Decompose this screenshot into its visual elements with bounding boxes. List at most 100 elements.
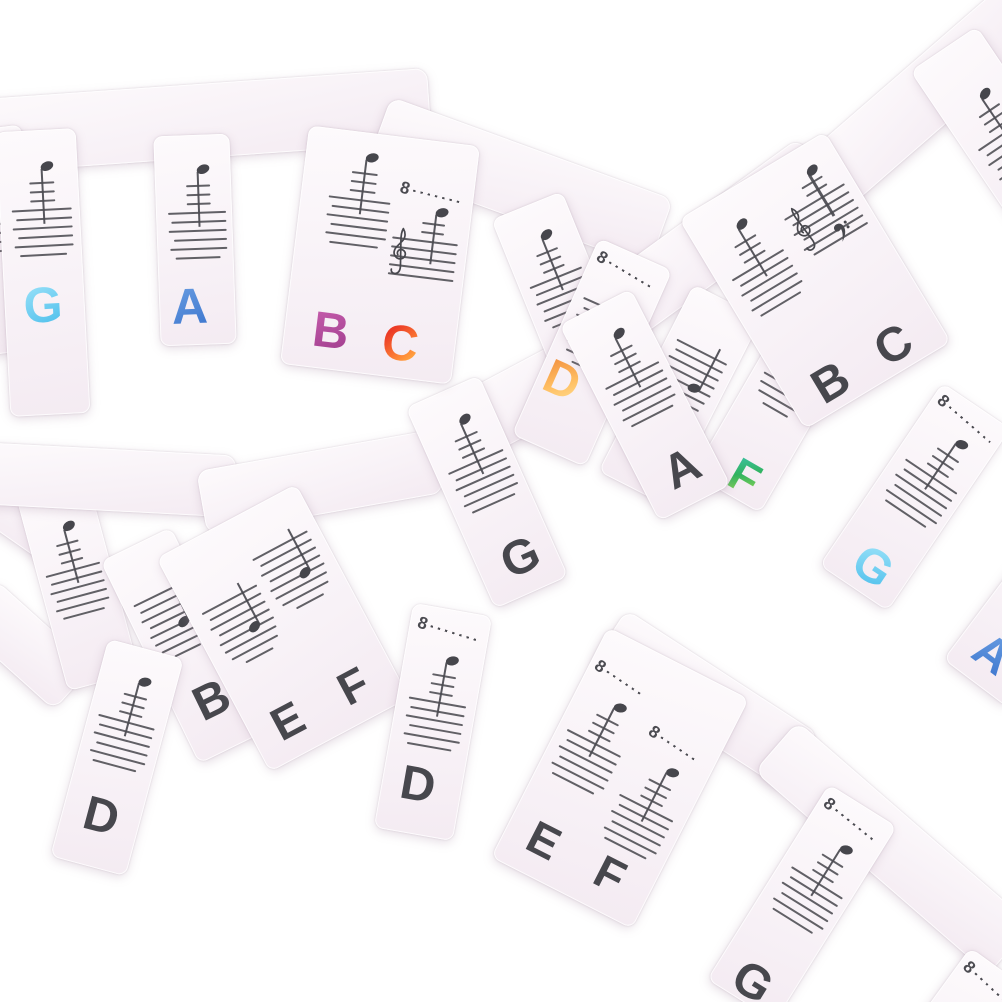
sticker-tab: 8 [840, 947, 1002, 1002]
note-letter-A: A [654, 437, 710, 501]
staff-line [406, 741, 452, 752]
ottava-8-label: 8 [644, 721, 664, 743]
staff-line [170, 246, 228, 251]
note-letter-E: E [261, 690, 314, 751]
staff-line [185, 193, 211, 197]
staff-notation-glyph [512, 222, 596, 329]
note-letter-D: D [77, 785, 125, 847]
staff-line [168, 210, 227, 215]
ottava-dotted-line [974, 972, 1002, 1002]
quarter-note-head-icon [954, 438, 970, 451]
staff-line [471, 492, 516, 514]
staff-notation-glyph [33, 516, 110, 621]
ottava-8-label: 8 [415, 612, 431, 634]
ottava-8-label: 8 [593, 246, 612, 268]
note-letter-A: A [962, 622, 1002, 685]
note-letter-B: B [802, 350, 860, 415]
note-letter-F: F [328, 656, 378, 716]
sticker-tab: A [943, 487, 1002, 707]
staff-line [93, 730, 151, 748]
note-stem [40, 168, 46, 224]
note-letter-G: G [22, 275, 64, 334]
staff-line [325, 231, 387, 241]
ottava-dotted-line [660, 736, 697, 762]
staff-notation-glyph [403, 650, 474, 752]
note-letter-F: F [719, 446, 771, 506]
note-letter-A: A [170, 277, 209, 335]
ottava-8-marker: 8 [644, 721, 703, 762]
ottava-8-marker: 8 [397, 177, 462, 204]
note-stem [436, 662, 448, 717]
note-letter-C: C [865, 313, 923, 377]
staff-line [12, 224, 73, 231]
staff-notation-glyph [655, 326, 734, 416]
staff-line [330, 222, 388, 232]
staff-notation-glyph [387, 203, 463, 283]
bass-clef-icon [834, 219, 850, 242]
note-stem [63, 529, 80, 584]
ottava-dotted-line [413, 189, 461, 204]
staff-line [11, 206, 72, 213]
ottava-8-marker: 8 [590, 655, 649, 697]
staff-line [185, 184, 211, 188]
note-letter-G: G [492, 525, 549, 590]
treble-clef-icon [790, 207, 816, 251]
staff-notation-glyph [708, 208, 803, 317]
note-letter-D: D [396, 755, 440, 814]
staff-notation-glyph [429, 406, 519, 514]
staff-notation-glyph [768, 155, 869, 256]
staff-notation-glyph [166, 162, 228, 260]
ottava-dotted-line [835, 809, 878, 844]
staff-line [551, 771, 595, 795]
note-stem [196, 171, 201, 227]
staff-notation-glyph [325, 149, 397, 249]
quarter-note-head-icon [445, 655, 460, 667]
staff-line [630, 404, 674, 428]
note-letter-C: C [379, 313, 422, 374]
staff-line [173, 237, 227, 242]
quarter-note-head-icon [138, 676, 152, 687]
staff-line [329, 240, 378, 249]
ottava-dotted-line [430, 625, 480, 642]
staff-notation-glyph [246, 518, 329, 610]
ottava-8-label: 8 [397, 177, 413, 199]
note-letter-B: B [309, 300, 353, 361]
ottava-8-marker: 8 [933, 391, 1000, 444]
note-letter-F: F [585, 844, 635, 904]
staff-line [29, 189, 56, 194]
staff-line [20, 252, 67, 257]
staff-line [186, 202, 211, 206]
staff-notation-glyph [89, 668, 167, 772]
staff-notation-glyph [9, 158, 74, 257]
staff-line [168, 228, 227, 233]
staff-notation-glyph [195, 572, 279, 664]
staff-line [14, 242, 74, 248]
sticker-tab: A [153, 133, 237, 347]
treble-clef-icon [390, 227, 407, 275]
ottava-8-label: 8 [590, 655, 610, 677]
ottava-dotted-line [949, 406, 992, 444]
staff-line [17, 233, 74, 239]
sticker-tab: G [0, 127, 91, 417]
quarter-note-head-icon [977, 85, 993, 102]
note-letter-G: G [722, 949, 783, 1002]
staff-notation-glyph [952, 77, 1002, 181]
staff-notation-glyph [584, 319, 676, 428]
note-stem [359, 159, 368, 215]
note-letter-E: E [518, 810, 570, 871]
ottava-8-marker: 8 [415, 612, 482, 642]
note-letter-G: G [842, 534, 904, 600]
staff-line [29, 180, 55, 185]
staff-line [175, 256, 221, 260]
ottava-dotted-line [609, 261, 654, 289]
ottava-dotted-line [606, 670, 643, 696]
staff-line [326, 213, 389, 223]
staff-line [30, 198, 56, 203]
note-stem [123, 682, 141, 737]
